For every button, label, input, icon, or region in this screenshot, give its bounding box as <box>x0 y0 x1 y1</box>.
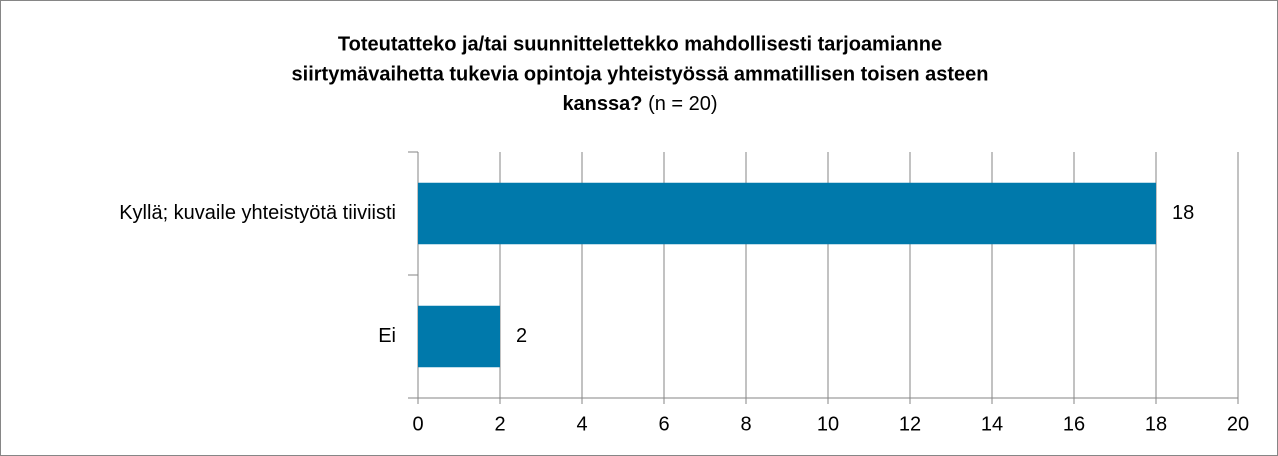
y-tick-label: Ei <box>378 325 396 347</box>
y-tick-label: Kyllä; kuvaile yhteistyötä tiiviisti <box>119 202 396 224</box>
x-tick-label: 4 <box>576 413 587 435</box>
data-label: 18 <box>1172 202 1194 224</box>
bar <box>418 305 500 368</box>
chart-title-part: kanssa? <box>562 93 642 115</box>
x-tick-label: 14 <box>981 413 1003 435</box>
chart-subtitle: (n = 20) <box>648 93 717 115</box>
x-tick-label: 6 <box>658 413 669 435</box>
x-tick-label: 12 <box>899 413 921 435</box>
x-tick-label: 2 <box>494 413 505 435</box>
x-tick-label: 8 <box>740 413 751 435</box>
chart-title-line: siirtymävaihetta tukevia opintoja yhteis… <box>292 63 989 85</box>
chart-title-line: Toteutatteko ja/tai suunnittelettekko ma… <box>338 33 942 55</box>
chart-title-line: kanssa? (n = 20) <box>562 93 717 115</box>
x-tick-label: 16 <box>1063 413 1085 435</box>
data-label: 2 <box>516 325 527 347</box>
x-tick-label: 0 <box>412 413 423 435</box>
x-tick-label: 10 <box>817 413 839 435</box>
bar <box>418 182 1156 245</box>
x-tick-label: 18 <box>1145 413 1167 435</box>
x-tick-label: 20 <box>1227 413 1249 435</box>
